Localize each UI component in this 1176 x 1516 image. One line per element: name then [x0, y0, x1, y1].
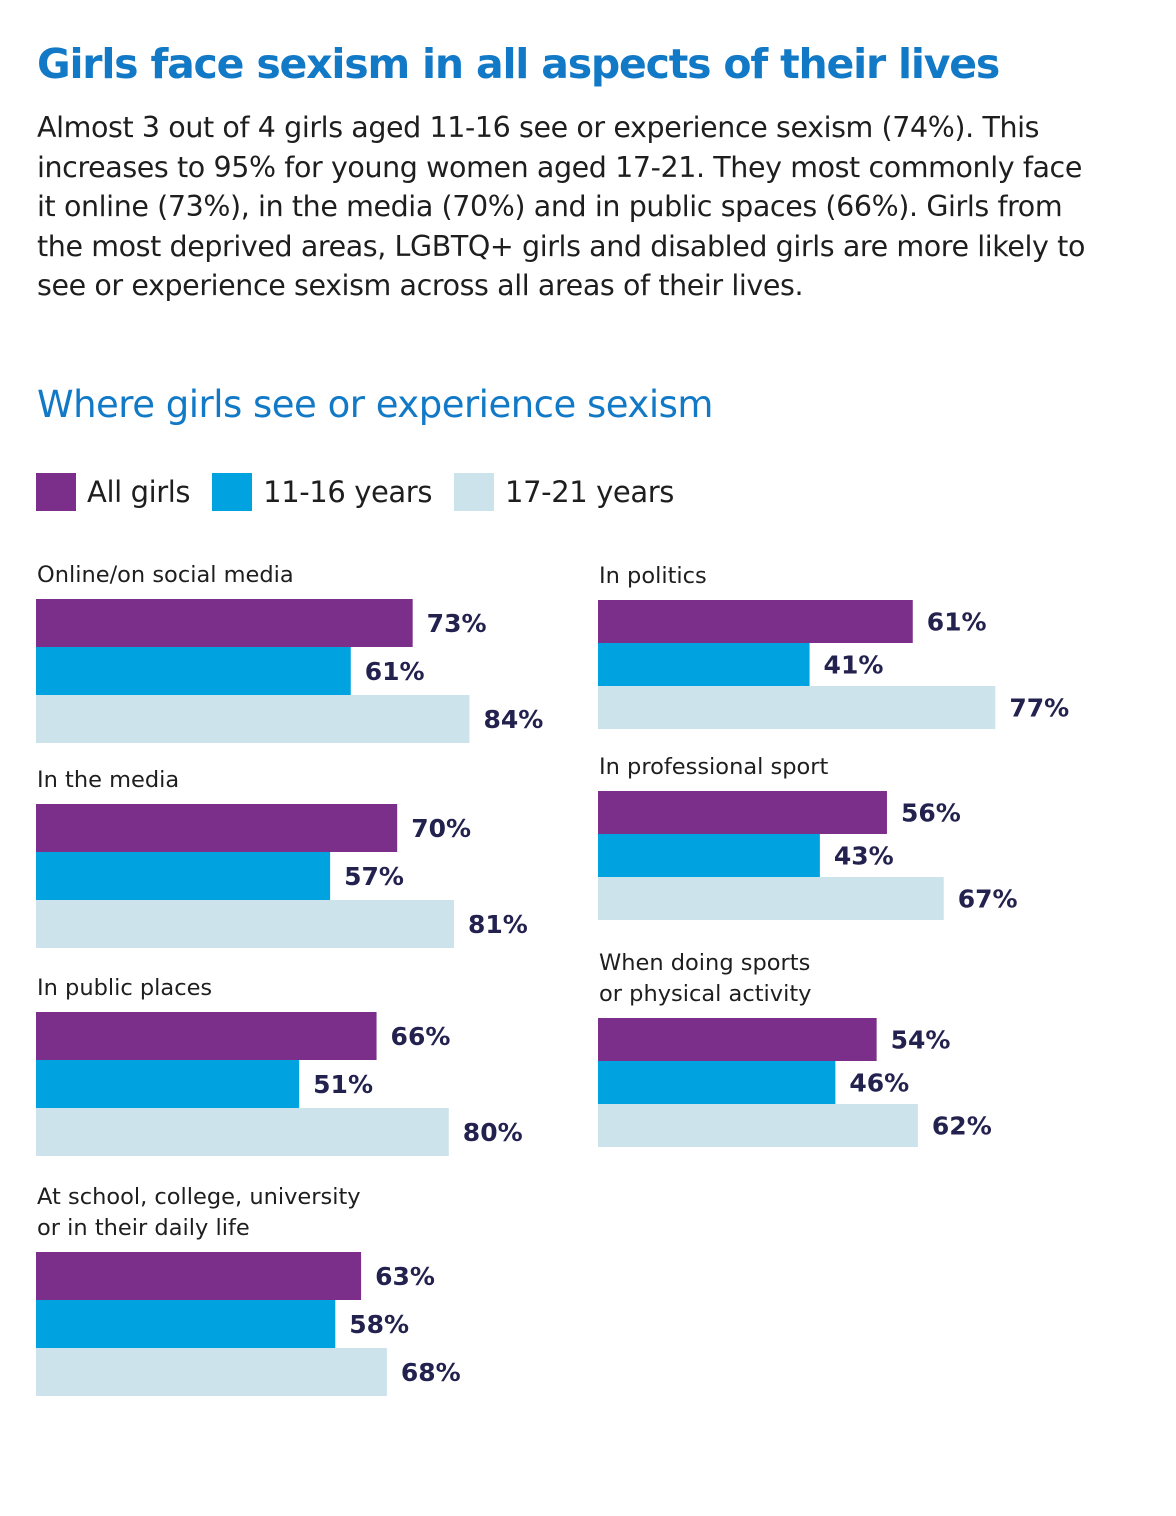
bar-17-21-years	[598, 686, 996, 729]
value-label-17-21-years: 84%	[483, 705, 543, 734]
value-label-17-21-years: 62%	[932, 1112, 992, 1141]
category-label: In the media	[37, 767, 179, 793]
bar-all-girls	[36, 1012, 377, 1060]
value-label-11-16-years: 43%	[834, 842, 894, 871]
value-label-17-21-years: 80%	[463, 1118, 523, 1147]
category-label: When doing sports	[599, 950, 810, 976]
legend-label-all-girls: All girls	[87, 475, 191, 509]
bar-17-21-years	[36, 900, 454, 948]
bar-11-16-years	[598, 1061, 836, 1104]
value-label-11-16-years: 46%	[849, 1069, 909, 1098]
value-label-all-girls: 66%	[391, 1022, 451, 1051]
legend-label-11-16-years: 11-16 years	[263, 475, 433, 509]
bar-17-21-years	[598, 877, 944, 920]
legend-label-17-21-years: 17-21 years	[505, 475, 674, 509]
category-label: or in their daily life	[37, 1215, 250, 1241]
legend-swatch-17-21-years	[454, 473, 495, 511]
bar-11-16-years	[36, 1300, 336, 1348]
legend-item-17-21-years: 17-21 years	[454, 473, 674, 511]
value-label-all-girls: 54%	[891, 1026, 951, 1055]
bar-group-in-the-media: In the media 70%57% 81%	[36, 767, 528, 948]
value-label-17-21-years: 77%	[1009, 694, 1069, 723]
bar-17-21-years	[598, 1104, 918, 1147]
bar-all-girls	[598, 1018, 877, 1061]
value-label-11-16-years: 51%	[313, 1070, 373, 1099]
value-label-17-21-years: 81%	[468, 910, 528, 939]
chart-title: Where girls see or experience sexism	[37, 383, 713, 426]
legend-swatch-all-girls	[36, 473, 76, 511]
bar-11-16-years	[598, 643, 810, 686]
category-label: In politics	[599, 563, 707, 589]
bar-11-16-years	[36, 647, 351, 695]
bar-group-in-politics: In politics 61% 41% 77%	[598, 563, 1069, 729]
bar-group-online-on-social-media: Online/on social media 73%61% 84%	[36, 562, 543, 743]
bar-11-16-years	[36, 1060, 300, 1108]
bar-all-girls	[36, 599, 413, 647]
value-label-all-girls: 61%	[927, 608, 987, 637]
bar-group-when-doing-sports: When doing sports or physical activity 54%…	[598, 950, 992, 1147]
category-label: At school, college, university	[37, 1184, 361, 1210]
value-label-all-girls: 63%	[375, 1262, 435, 1291]
bar-17-21-years	[36, 695, 470, 743]
category-label: In professional sport	[599, 754, 829, 780]
category-label: Online/on social media	[37, 562, 294, 588]
bar-group-in-professional-sport: In professional sport 56%43% 67%	[598, 754, 1018, 920]
value-label-11-16-years: 41%	[824, 651, 884, 680]
bar-11-16-years	[36, 852, 331, 900]
bar-all-girls	[36, 804, 398, 852]
bar-11-16-years	[598, 834, 820, 877]
bar-all-girls	[598, 600, 913, 643]
value-label-17-21-years: 68%	[401, 1358, 461, 1387]
value-label-all-girls: 56%	[901, 799, 961, 828]
bar-group-at-school-college-university: At school, college, university or in thei…	[36, 1184, 461, 1396]
bar-all-girls	[36, 1252, 362, 1300]
legend-item-all-girls: All girls	[36, 473, 191, 511]
bar-all-girls	[598, 791, 887, 834]
value-label-11-16-years: 58%	[349, 1310, 409, 1339]
category-label: or physical activity	[599, 981, 812, 1007]
value-label-all-girls: 73%	[427, 609, 487, 638]
value-label-17-21-years: 67%	[958, 885, 1018, 914]
value-label-11-16-years: 61%	[365, 657, 425, 686]
legend-item-11-16-years: 11-16 years	[212, 473, 432, 511]
page-title: Girls face sexism in all aspects of thei…	[37, 40, 1000, 88]
chart-legend: All girls 11-16 years 17-21 years	[36, 473, 696, 511]
value-label-11-16-years: 57%	[344, 862, 404, 891]
bar-17-21-years	[36, 1348, 387, 1396]
legend-swatch-11-16-years	[212, 473, 253, 511]
bar-group-in-public-places: In public places 66% 51% 80%	[36, 975, 523, 1156]
category-label: In public places	[37, 975, 212, 1001]
intro-paragraph: Almost 3 out of 4 girls aged 11-16 see o…	[37, 111, 1085, 302]
bar-17-21-years	[36, 1108, 449, 1156]
value-label-all-girls: 70%	[411, 814, 471, 843]
